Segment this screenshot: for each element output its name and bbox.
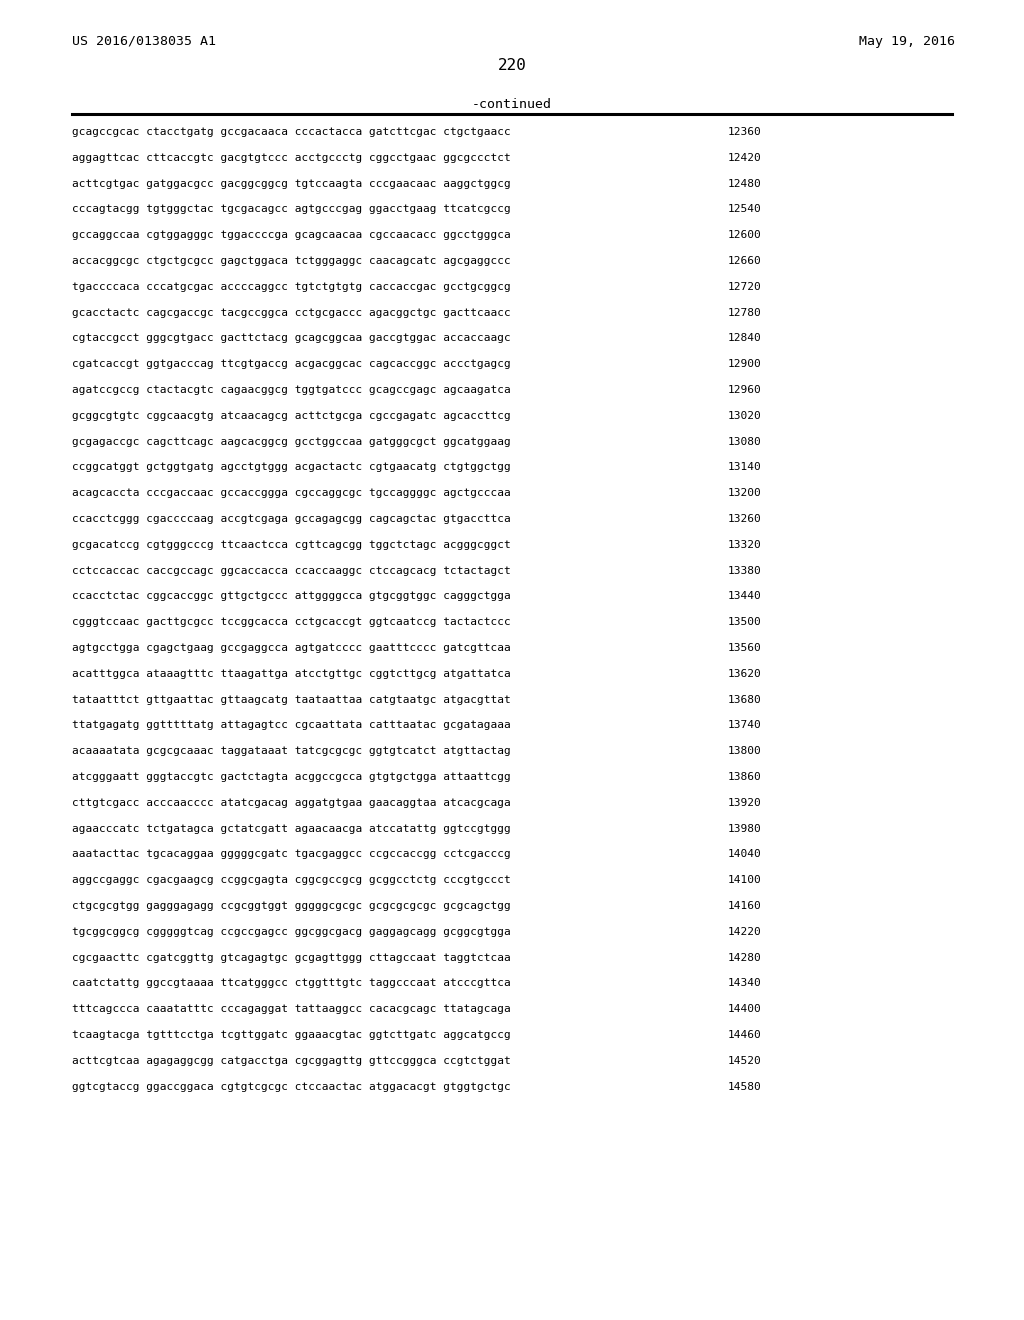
- Text: tgcggcggcg cgggggtcag ccgccgagcc ggcggcgacg gaggagcagg gcggcgtgga: tgcggcggcg cgggggtcag ccgccgagcc ggcggcg…: [72, 927, 511, 937]
- Text: 12900: 12900: [728, 359, 762, 370]
- Text: gcacctactc cagcgaccgc tacgccggca cctgcgaccc agacggctgc gacttcaacc: gcacctactc cagcgaccgc tacgccggca cctgcga…: [72, 308, 511, 318]
- Text: 220: 220: [498, 58, 526, 73]
- Text: tcaagtacga tgtttcctga tcgttggatc ggaaacgtac ggtcttgatc aggcatgccg: tcaagtacga tgtttcctga tcgttggatc ggaaacg…: [72, 1030, 511, 1040]
- Text: 14400: 14400: [728, 1005, 762, 1014]
- Text: cgtaccgcct gggcgtgacc gacttctacg gcagcggcaa gaccgtggac accaccaagc: cgtaccgcct gggcgtgacc gacttctacg gcagcgg…: [72, 334, 511, 343]
- Text: ccggcatggt gctggtgatg agcctgtggg acgactactc cgtgaacatg ctgtggctgg: ccggcatggt gctggtgatg agcctgtggg acgacta…: [72, 462, 511, 473]
- Text: accacggcgc ctgctgcgcc gagctggaca tctgggaggc caacagcatc agcgaggccc: accacggcgc ctgctgcgcc gagctggaca tctggga…: [72, 256, 511, 267]
- Text: 12720: 12720: [728, 281, 762, 292]
- Text: 13680: 13680: [728, 694, 762, 705]
- Text: 14460: 14460: [728, 1030, 762, 1040]
- Text: agaacccatc tctgatagca gctatcgatt agaacaacga atccatattg ggtccgtggg: agaacccatc tctgatagca gctatcgatt agaacaa…: [72, 824, 511, 834]
- Text: 13920: 13920: [728, 797, 762, 808]
- Text: ttatgagatg ggtttttatg attagagtcc cgcaattata catttaatac gcgatagaaa: ttatgagatg ggtttttatg attagagtcc cgcaatt…: [72, 721, 511, 730]
- Text: 13860: 13860: [728, 772, 762, 781]
- Text: caatctattg ggccgtaaaa ttcatgggcc ctggtttgtc taggcccaat atcccgttca: caatctattg ggccgtaaaa ttcatgggcc ctggttt…: [72, 978, 511, 989]
- Text: ccacctctac cggcaccggc gttgctgccc attggggcca gtgcggtggc cagggctgga: ccacctctac cggcaccggc gttgctgccc attgggg…: [72, 591, 511, 602]
- Text: 14520: 14520: [728, 1056, 762, 1065]
- Text: 13560: 13560: [728, 643, 762, 653]
- Text: 13020: 13020: [728, 411, 762, 421]
- Text: gcagccgcac ctacctgatg gccgacaaca cccactacca gatcttcgac ctgctgaacc: gcagccgcac ctacctgatg gccgacaaca cccacta…: [72, 127, 511, 137]
- Text: 12420: 12420: [728, 153, 762, 162]
- Text: 13200: 13200: [728, 488, 762, 498]
- Text: May 19, 2016: May 19, 2016: [859, 36, 955, 48]
- Text: ggtcgtaccg ggaccggaca cgtgtcgcgc ctccaactac atggacacgt gtggtgctgc: ggtcgtaccg ggaccggaca cgtgtcgcgc ctccaac…: [72, 1081, 511, 1092]
- Text: aaatacttac tgcacaggaa gggggcgatc tgacgaggcc ccgccaccgg cctcgacccg: aaatacttac tgcacaggaa gggggcgatc tgacgag…: [72, 849, 511, 859]
- Text: acttcgtgac gatggacgcc gacggcggcg tgtccaagta cccgaacaac aaggctggcg: acttcgtgac gatggacgcc gacggcggcg tgtccaa…: [72, 178, 511, 189]
- Text: tgaccccaca cccatgcgac accccaggcc tgtctgtgtg caccaccgac gcctgcggcg: tgaccccaca cccatgcgac accccaggcc tgtctgt…: [72, 281, 511, 292]
- Text: agatccgccg ctactacgtc cagaacggcg tggtgatccc gcagccgagc agcaagatca: agatccgccg ctactacgtc cagaacggcg tggtgat…: [72, 385, 511, 395]
- Text: 12540: 12540: [728, 205, 762, 214]
- Text: ccacctcggg cgaccccaag accgtcgaga gccagagcgg cagcagctac gtgaccttca: ccacctcggg cgaccccaag accgtcgaga gccagag…: [72, 513, 511, 524]
- Text: cgatcaccgt ggtgacccag ttcgtgaccg acgacggcac cagcaccggc accctgagcg: cgatcaccgt ggtgacccag ttcgtgaccg acgacgg…: [72, 359, 511, 370]
- Text: ctgcgcgtgg gagggagagg ccgcggtggt gggggcgcgc gcgcgcgcgc gcgcagctgg: ctgcgcgtgg gagggagagg ccgcggtggt gggggcg…: [72, 902, 511, 911]
- Text: 14280: 14280: [728, 953, 762, 962]
- Text: 13440: 13440: [728, 591, 762, 602]
- Text: gcgacatccg cgtgggcccg ttcaactcca cgttcagcgg tggctctagc acgggcggct: gcgacatccg cgtgggcccg ttcaactcca cgttcag…: [72, 540, 511, 550]
- Text: 13320: 13320: [728, 540, 762, 550]
- Text: tataatttct gttgaattac gttaagcatg taataattaa catgtaatgc atgacgttat: tataatttct gttgaattac gttaagcatg taataat…: [72, 694, 511, 705]
- Text: 14040: 14040: [728, 849, 762, 859]
- Text: 13260: 13260: [728, 513, 762, 524]
- Text: gcggcgtgtc cggcaacgtg atcaacagcg acttctgcga cgccgagatc agcaccttcg: gcggcgtgtc cggcaacgtg atcaacagcg acttctg…: [72, 411, 511, 421]
- Text: cctccaccac caccgccagc ggcaccacca ccaccaaggc ctccagcacg tctactagct: cctccaccac caccgccagc ggcaccacca ccaccaa…: [72, 565, 511, 576]
- Text: 13500: 13500: [728, 618, 762, 627]
- Text: US 2016/0138035 A1: US 2016/0138035 A1: [72, 36, 216, 48]
- Text: 13380: 13380: [728, 565, 762, 576]
- Text: acttcgtcaa agagaggcgg catgacctga cgcggagttg gttccgggca ccgtctggat: acttcgtcaa agagaggcgg catgacctga cgcggag…: [72, 1056, 511, 1065]
- Text: 14100: 14100: [728, 875, 762, 886]
- Text: 14220: 14220: [728, 927, 762, 937]
- Text: 12660: 12660: [728, 256, 762, 267]
- Text: cttgtcgacc acccaacccc atatcgacag aggatgtgaa gaacaggtaa atcacgcaga: cttgtcgacc acccaacccc atatcgacag aggatgt…: [72, 797, 511, 808]
- Text: 13620: 13620: [728, 669, 762, 678]
- Text: 13740: 13740: [728, 721, 762, 730]
- Text: -continued: -continued: [472, 98, 552, 111]
- Text: 13800: 13800: [728, 746, 762, 756]
- Text: 12480: 12480: [728, 178, 762, 189]
- Text: acagcaccta cccgaccaac gccaccggga cgccaggcgc tgccaggggc agctgcccaa: acagcaccta cccgaccaac gccaccggga cgccagg…: [72, 488, 511, 498]
- Text: acatttggca ataaagtttc ttaagattga atcctgttgc cggtcttgcg atgattatca: acatttggca ataaagtttc ttaagattga atcctgt…: [72, 669, 511, 678]
- Text: aggagttcac cttcaccgtc gacgtgtccc acctgccctg cggcctgaac ggcgccctct: aggagttcac cttcaccgtc gacgtgtccc acctgcc…: [72, 153, 511, 162]
- Text: 12960: 12960: [728, 385, 762, 395]
- Text: tttcagccca caaatatttc cccagaggat tattaaggcc cacacgcagc ttatagcaga: tttcagccca caaatatttc cccagaggat tattaag…: [72, 1005, 511, 1014]
- Text: 13980: 13980: [728, 824, 762, 834]
- Text: 12840: 12840: [728, 334, 762, 343]
- Text: 14580: 14580: [728, 1081, 762, 1092]
- Text: agtgcctgga cgagctgaag gccgaggcca agtgatcccc gaatttcccc gatcgttcaa: agtgcctgga cgagctgaag gccgaggcca agtgatc…: [72, 643, 511, 653]
- Text: 13140: 13140: [728, 462, 762, 473]
- Text: gccaggccaa cgtggagggc tggaccccga gcagcaacaa cgccaacacc ggcctgggca: gccaggccaa cgtggagggc tggaccccga gcagcaa…: [72, 230, 511, 240]
- Text: 14160: 14160: [728, 902, 762, 911]
- Text: aggccgaggc cgacgaagcg ccggcgagta cggcgccgcg gcggcctctg cccgtgccct: aggccgaggc cgacgaagcg ccggcgagta cggcgcc…: [72, 875, 511, 886]
- Text: 14340: 14340: [728, 978, 762, 989]
- Text: gcgagaccgc cagcttcagc aagcacggcg gcctggccaa gatgggcgct ggcatggaag: gcgagaccgc cagcttcagc aagcacggcg gcctggc…: [72, 437, 511, 446]
- Text: cgcgaacttc cgatcggttg gtcagagtgc gcgagttggg cttagccaat taggtctcaa: cgcgaacttc cgatcggttg gtcagagtgc gcgagtt…: [72, 953, 511, 962]
- Text: 13080: 13080: [728, 437, 762, 446]
- Text: 12780: 12780: [728, 308, 762, 318]
- Text: 12600: 12600: [728, 230, 762, 240]
- Text: cgggtccaac gacttgcgcc tccggcacca cctgcaccgt ggtcaatccg tactactccc: cgggtccaac gacttgcgcc tccggcacca cctgcac…: [72, 618, 511, 627]
- Text: acaaaatata gcgcgcaaac taggataaat tatcgcgcgc ggtgtcatct atgttactag: acaaaatata gcgcgcaaac taggataaat tatcgcg…: [72, 746, 511, 756]
- Text: cccagtacgg tgtgggctac tgcgacagcc agtgcccgag ggacctgaag ttcatcgccg: cccagtacgg tgtgggctac tgcgacagcc agtgccc…: [72, 205, 511, 214]
- Text: atcgggaatt gggtaccgtc gactctagta acggccgcca gtgtgctgga attaattcgg: atcgggaatt gggtaccgtc gactctagta acggccg…: [72, 772, 511, 781]
- Text: 12360: 12360: [728, 127, 762, 137]
